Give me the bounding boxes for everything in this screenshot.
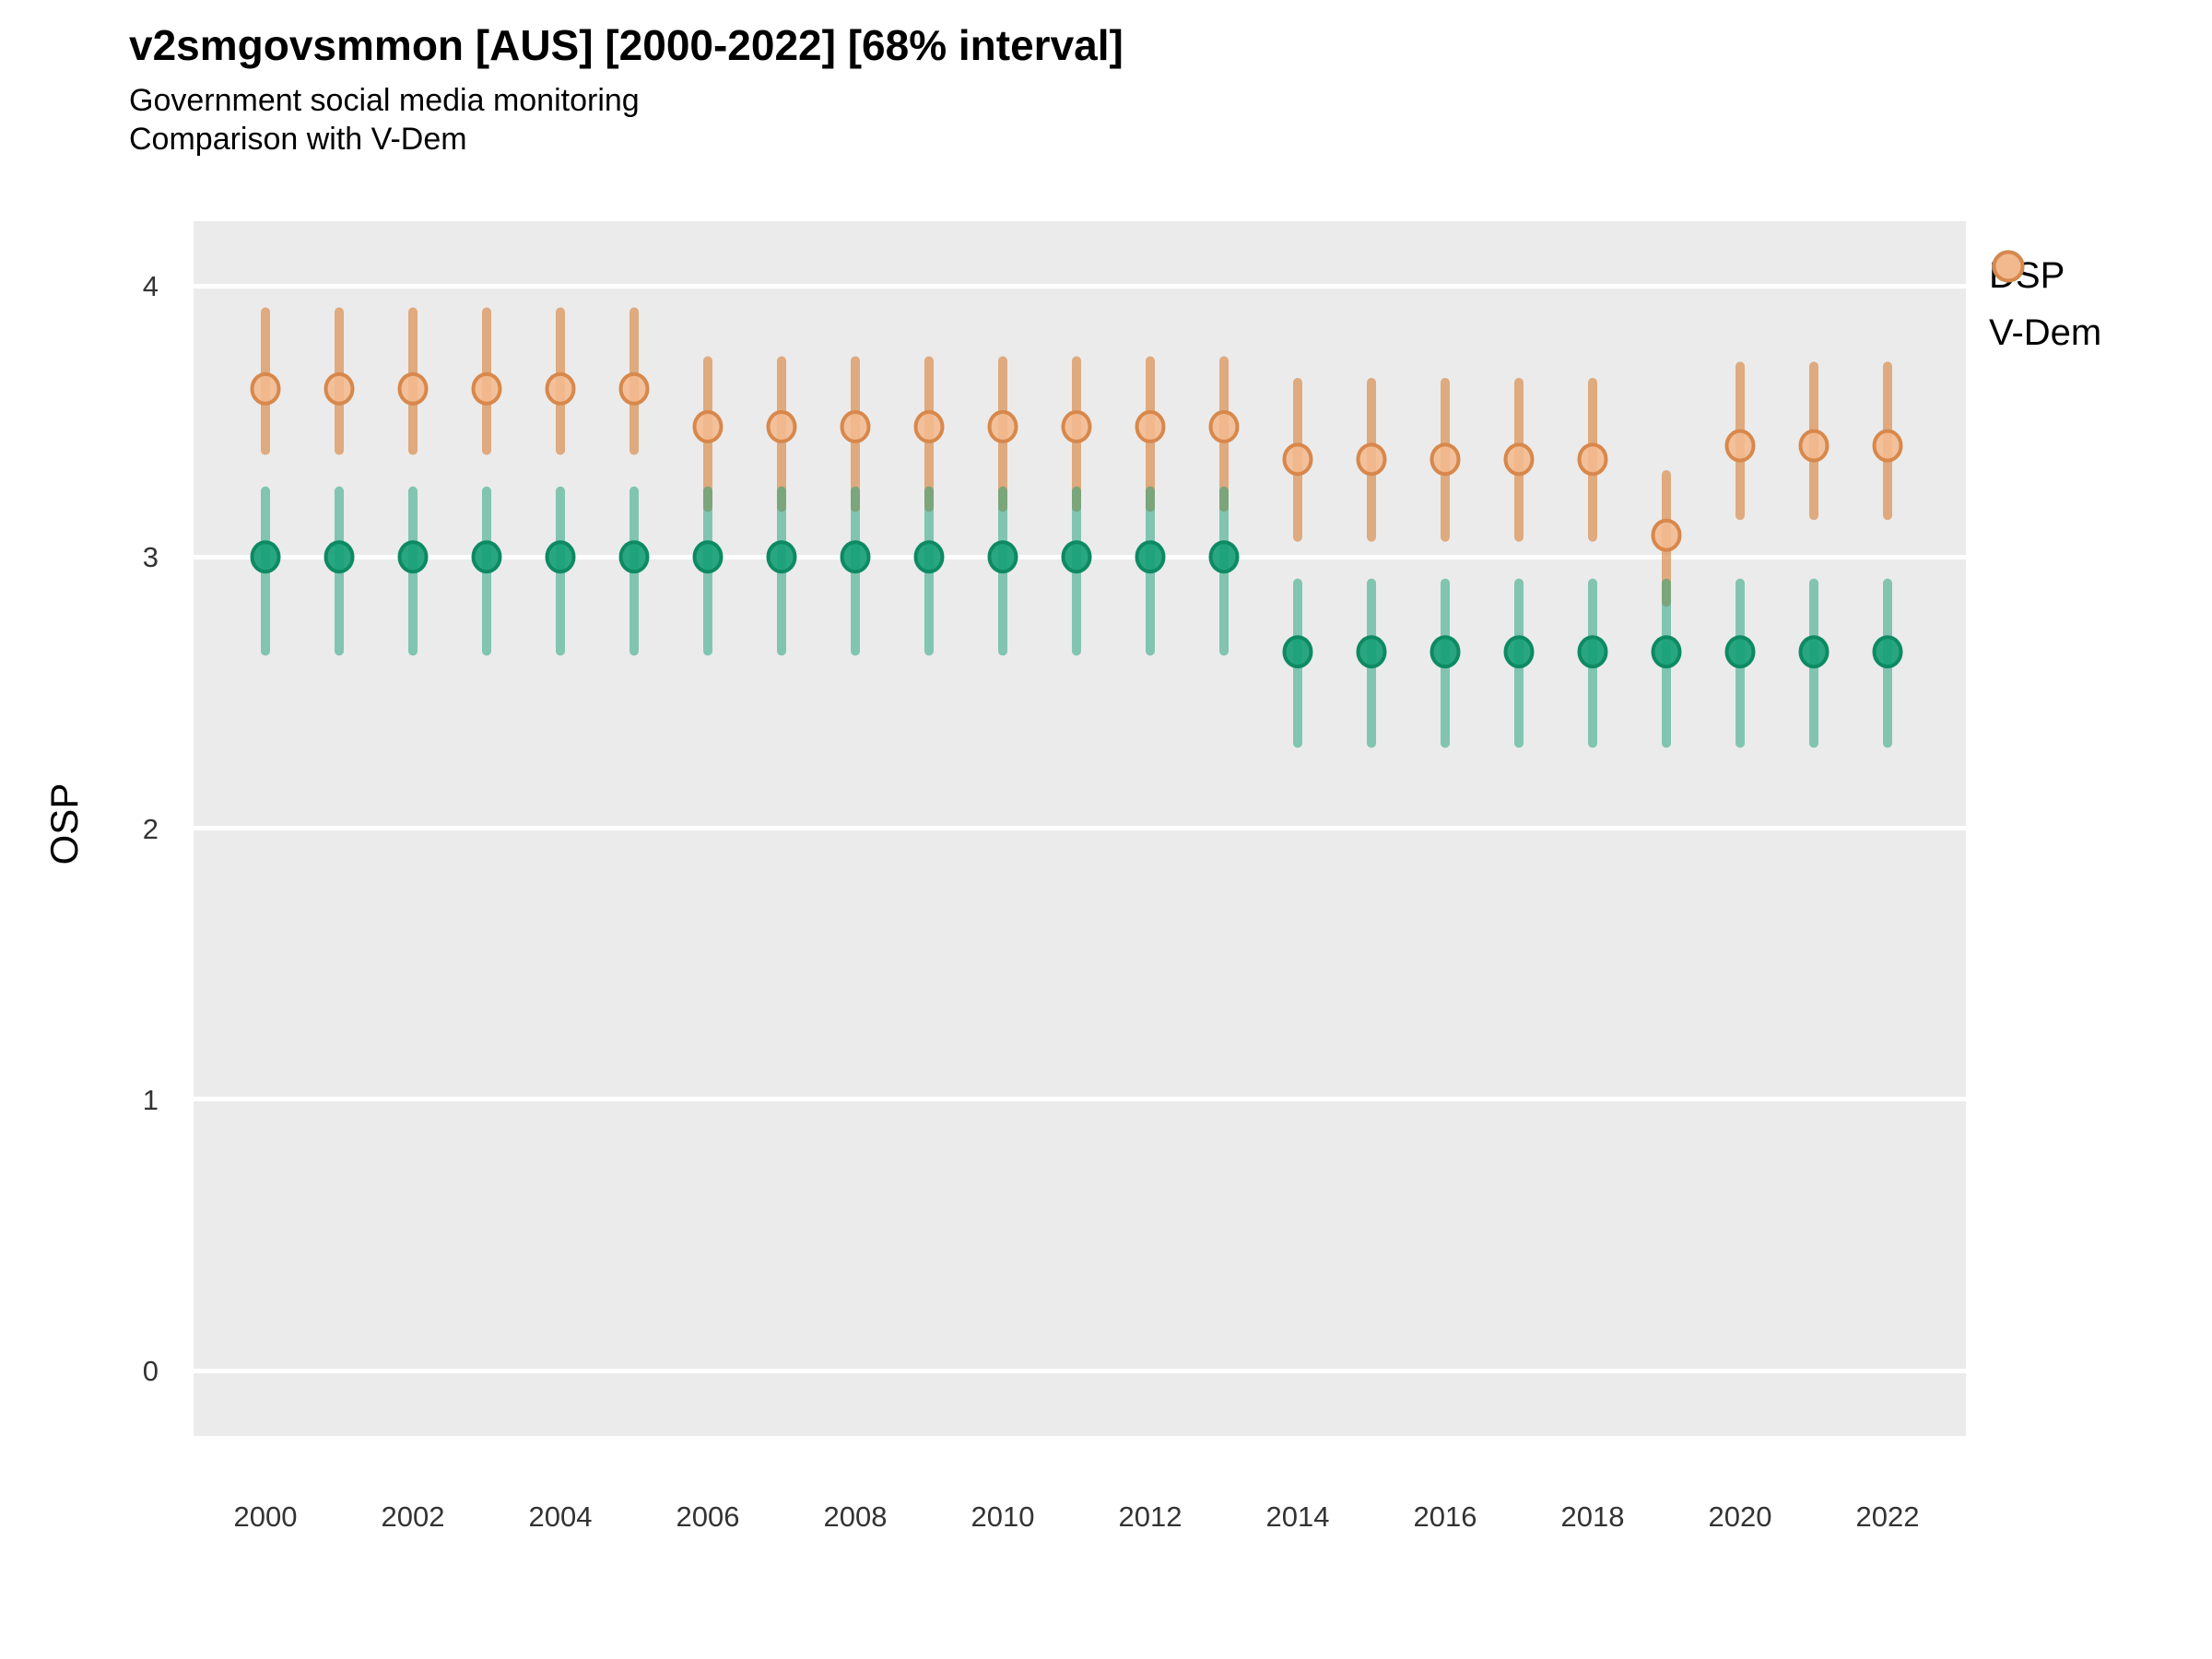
y-tick-label-1: 1 [142, 1083, 159, 1116]
data-point-V-Dem-2016 [1430, 442, 1461, 477]
x-tick-label-2014: 2014 [1265, 1500, 1330, 1533]
x-tick-label-2006: 2006 [676, 1500, 740, 1533]
x-tick-label-2022: 2022 [1855, 1500, 1920, 1533]
data-point-DSP-2006 [692, 540, 724, 574]
data-point-DSP-2012 [1135, 540, 1166, 574]
data-point-V-Dem-2015 [1356, 442, 1387, 477]
data-point-DSP-2022 [1872, 635, 1903, 669]
data-point-DSP-2000 [250, 540, 281, 574]
chart-subtitle-2: Comparison with V-Dem [129, 122, 467, 157]
data-point-DSP-2009 [913, 540, 945, 574]
legend-label-v-dem: V-Dem [1989, 312, 2102, 353]
data-point-DSP-2002 [397, 540, 429, 574]
data-point-V-Dem-2017 [1503, 442, 1535, 477]
data-point-DSP-2013 [1208, 540, 1240, 574]
gridline-y-1 [194, 1097, 1966, 1102]
data-point-V-Dem-2006 [692, 410, 724, 444]
data-point-DSP-2004 [545, 540, 576, 574]
data-point-DSP-2005 [618, 540, 650, 574]
x-tick-label-2008: 2008 [823, 1500, 888, 1533]
data-point-DSP-2001 [324, 540, 355, 574]
x-tick-label-2020: 2020 [1708, 1500, 1772, 1533]
data-point-V-Dem-2020 [1724, 429, 1756, 463]
data-point-V-Dem-2012 [1135, 410, 1166, 444]
data-point-V-Dem-2001 [324, 371, 355, 406]
data-point-DSP-2020 [1724, 635, 1756, 669]
data-point-V-Dem-2013 [1208, 410, 1240, 444]
data-point-V-Dem-2000 [250, 371, 281, 406]
chart-title: v2smgovsmmon [AUS] [2000-2022] [68% inte… [129, 21, 1124, 69]
data-point-DSP-2016 [1430, 635, 1461, 669]
legend-key-v-dem-icon [1992, 250, 2025, 283]
data-point-DSP-2018 [1577, 635, 1608, 669]
data-point-V-Dem-2021 [1798, 429, 1830, 463]
y-tick-label-0: 0 [142, 1355, 159, 1387]
data-point-V-Dem-2007 [766, 410, 797, 444]
data-point-DSP-2007 [766, 540, 797, 574]
legend-item-v-dem: V-Dem [1989, 250, 2102, 361]
chart-subtitle-1: Government social media monitoring [129, 83, 640, 118]
data-point-DSP-2008 [840, 540, 871, 574]
data-point-V-Dem-2011 [1061, 410, 1092, 444]
gridline-y-4 [194, 283, 1966, 288]
data-point-V-Dem-2018 [1577, 442, 1608, 477]
data-point-DSP-2019 [1651, 635, 1682, 669]
data-point-DSP-2017 [1503, 635, 1535, 669]
data-point-V-Dem-2005 [618, 371, 650, 406]
x-tick-label-2016: 2016 [1413, 1500, 1477, 1533]
data-point-DSP-2015 [1356, 635, 1387, 669]
data-point-V-Dem-2014 [1282, 442, 1313, 477]
x-tick-label-2010: 2010 [971, 1500, 1035, 1533]
x-tick-label-2012: 2012 [1118, 1500, 1182, 1533]
y-tick-label-3: 3 [142, 541, 159, 574]
data-point-DSP-2021 [1798, 635, 1830, 669]
chart-canvas [250, 307, 1903, 748]
data-point-V-Dem-2019 [1651, 518, 1682, 552]
data-point-V-Dem-2008 [840, 410, 871, 444]
data-point-V-Dem-2009 [913, 410, 945, 444]
gridline-y-0 [194, 1368, 1966, 1373]
x-tick-label-2002: 2002 [381, 1500, 445, 1533]
y-tick-label-2: 2 [142, 812, 159, 845]
data-point-V-Dem-2010 [987, 410, 1018, 444]
data-point-V-Dem-2022 [1872, 429, 1903, 463]
data-point-DSP-2003 [471, 540, 502, 574]
y-tick-label-4: 4 [142, 270, 159, 302]
plot-panel [194, 221, 1966, 1436]
gridline-y-2 [194, 826, 1966, 830]
data-point-DSP-2011 [1061, 540, 1092, 574]
legend: DSP V-Dem [1989, 247, 2101, 361]
x-tick-label-2018: 2018 [1560, 1500, 1625, 1533]
x-tick-label-2000: 2000 [233, 1500, 298, 1533]
data-point-V-Dem-2003 [471, 371, 502, 406]
data-point-V-Dem-2002 [397, 371, 429, 406]
data-point-V-Dem-2004 [545, 371, 576, 406]
x-tick-label-2004: 2004 [528, 1500, 593, 1533]
data-point-DSP-2014 [1282, 635, 1313, 669]
data-point-DSP-2010 [987, 540, 1018, 574]
